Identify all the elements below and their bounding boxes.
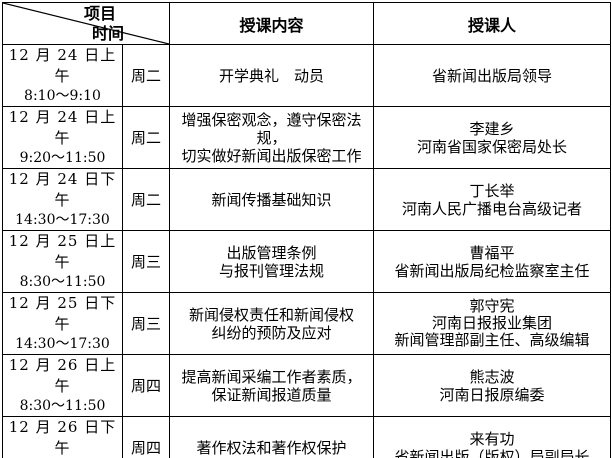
table-row: 12 月 26 日上午 8:30～11:50 周四 提高新闻采编工作者素质， 保… — [2, 354, 612, 417]
date-text: 12 月 25 日下午 — [8, 294, 117, 333]
date-time-cell: 12 月 25 日下午 14:30～17:30 — [2, 292, 123, 355]
weekday-cell: 周二 — [121, 44, 171, 107]
lecturer-cell: 郭守宪 河南日报报业集团 新闻管理部副主任、高级编辑 — [373, 292, 612, 355]
corner-header-cell: 项目 时间 — [1, 2, 171, 45]
time-text: 8:30～11:50 — [19, 398, 106, 414]
content-cell: 提高新闻采编工作者素质， 保证新闻报道质量 — [169, 354, 375, 417]
table-row: 12 月 24 日上午 8:10～9:10 周二 开学典礼 动员 省新闻出版局领… — [2, 44, 612, 107]
time-text: 14:30～17:30 — [15, 212, 110, 228]
table-row: 12 月 26 日下午 14:30～17:30 周四 著作权法和著作权保护 来有… — [2, 416, 612, 458]
lecturer-cell: 丁长举 河南人民广播电台高级记者 — [373, 168, 612, 231]
table-row: 12 月 24 日下午 14:30～17:30 周二 新闻传播基础知识 丁长举 … — [2, 168, 612, 231]
weekday-cell: 周二 — [121, 168, 171, 231]
weekday-cell: 周三 — [121, 230, 171, 293]
date-time-cell: 12 月 26 日上午 8:30～11:50 — [2, 354, 123, 417]
header-row: 项目 时间 授课内容 授课人 — [1, 2, 612, 45]
content-cell: 新闻侵权责任和新闻侵权 纠纷的预防及应对 — [169, 292, 375, 355]
table-row: 12 月 24 日上午 9:20～11:50 周二 增强保密观念，遵守保密法规，… — [2, 106, 612, 169]
corner-time-label: 时间 — [92, 24, 125, 43]
date-time-cell: 12 月 26 日下午 14:30～17:30 — [2, 416, 123, 458]
lecturer-column-header: 授课人 — [373, 2, 612, 45]
date-time-cell: 12 月 25 日上午 8:30～11:50 — [2, 230, 123, 293]
date-time-cell: 12 月 24 日上午 9:20～11:50 — [2, 106, 123, 169]
weekday-cell: 周四 — [121, 416, 171, 458]
date-text: 12 月 26 日下午 — [8, 418, 117, 457]
time-text: 8:30～11:50 — [19, 274, 106, 290]
lecturer-cell: 曹福平 省新闻出版局纪检监察室主任 — [373, 230, 612, 293]
time-text: 14:30～17:30 — [15, 336, 110, 352]
date-text: 12 月 24 日上午 — [8, 46, 117, 85]
date-text: 12 月 24 日下午 — [8, 170, 117, 209]
date-time-cell: 12 月 24 日下午 14:30～17:30 — [2, 168, 123, 231]
lecturer-cell: 省新闻出版局领导 — [373, 44, 612, 107]
table-row: 12 月 25 日下午 14:30～17:30 周三 新闻侵权责任和新闻侵权 纠… — [2, 292, 612, 355]
lecturer-cell: 来有功 省新闻出版（版权）局副局长 — [373, 416, 612, 458]
date-text: 12 月 24 日上午 — [8, 108, 117, 147]
date-time-cell: 12 月 24 日上午 8:10～9:10 — [2, 44, 123, 107]
date-text: 12 月 25 日上午 — [8, 232, 117, 271]
time-text: 8:10～9:10 — [24, 88, 101, 104]
weekday-cell: 周三 — [121, 292, 171, 355]
lecturer-cell: 李建乡 河南省国家保密局处长 — [373, 106, 612, 169]
content-cell: 新闻传播基础知识 — [169, 168, 375, 231]
date-text: 12 月 26 日上午 — [8, 356, 117, 395]
weekday-cell: 周二 — [121, 106, 171, 169]
table-row: 12 月 25 日上午 8:30～11:50 周三 出版管理条例 与报刊管理法规… — [2, 230, 612, 293]
content-cell: 开学典礼 动员 — [169, 44, 375, 107]
diagonal-line — [3, 3, 169, 44]
content-cell: 著作权法和著作权保护 — [169, 416, 375, 458]
corner-project-label: 项目 — [84, 4, 117, 23]
lecturer-cell: 熊志波 河南日报原编委 — [373, 354, 612, 417]
time-text: 9:20～11:50 — [19, 150, 106, 166]
content-column-header: 授课内容 — [169, 2, 375, 45]
content-cell: 增强保密观念，遵守保密法规， 切实做好新闻出版保密工作 — [169, 106, 375, 169]
weekday-cell: 周四 — [121, 354, 171, 417]
content-cell: 出版管理条例 与报刊管理法规 — [169, 230, 375, 293]
